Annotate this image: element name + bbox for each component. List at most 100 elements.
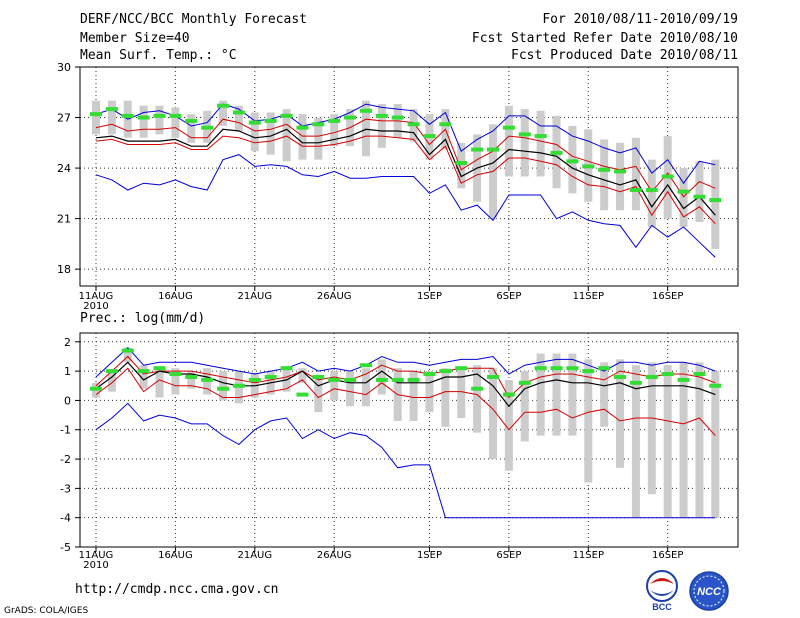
- temp-frame: [79, 66, 739, 287]
- temp-obs-mark: [312, 122, 325, 127]
- temp-ytick-label: 21: [57, 213, 71, 226]
- prec-spread-box: [711, 371, 720, 518]
- prec-line-mean: [95, 361, 716, 408]
- prec-obs-mark: [598, 366, 611, 371]
- temp-ytick-label: 24: [57, 162, 71, 175]
- temp-xtick-label: 16AUG: [158, 291, 193, 302]
- temp-spread-box: [504, 105, 513, 177]
- temp-obs-mark: [471, 147, 484, 152]
- temp-line-max: [95, 103, 716, 185]
- temp-spread-box: [616, 142, 625, 211]
- temp-obs-mark: [582, 164, 595, 169]
- prec-obs-mark: [264, 374, 277, 379]
- temp-spread-box: [330, 114, 339, 147]
- prec-year-label: 2010: [83, 560, 108, 571]
- temp-obs-mark: [344, 115, 357, 120]
- prec-ytick-label: -3: [60, 482, 71, 495]
- temp-spread-box: [536, 110, 545, 177]
- prec-obs-mark: [550, 366, 563, 371]
- temp-obs-mark: [248, 120, 261, 125]
- footer-url: http://cmdp.ncc.cma.gov.cn: [75, 582, 279, 597]
- temp-obs-mark: [423, 134, 436, 139]
- prec-spread-box: [139, 365, 148, 389]
- temp-xtick-label: 11AUG: [79, 291, 114, 302]
- prec-obs-mark: [518, 380, 531, 385]
- prec-ytick-label: 2: [64, 336, 71, 349]
- prec-obs-mark: [280, 366, 293, 371]
- bcc-logo-icon: BCC: [646, 570, 678, 612]
- prec-spread-box: [647, 362, 656, 495]
- prec-obs-mark: [359, 363, 372, 368]
- temp-ytick-label: 18: [57, 263, 71, 276]
- prec-xtick-label: 26AUG: [317, 550, 352, 561]
- prec-obs-mark: [344, 377, 357, 382]
- prec-spread-box: [504, 379, 513, 471]
- prec-obs-mark: [677, 377, 690, 382]
- prec-obs-mark: [629, 380, 642, 385]
- prec-spread-box: [679, 362, 688, 518]
- prec-obs-mark: [217, 386, 230, 391]
- prec-obs-mark: [137, 369, 150, 374]
- prec-obs-mark: [232, 383, 245, 388]
- temp-obs-mark: [185, 118, 198, 123]
- prec-spread-box: [377, 359, 386, 395]
- prec-spread-box: [473, 365, 482, 433]
- temp-line-upper: [95, 118, 716, 198]
- prec-obs-mark: [614, 374, 627, 379]
- prec-obs-mark: [248, 377, 261, 382]
- temp-spread-box: [266, 112, 275, 155]
- prec-ytick-label: -5: [60, 541, 71, 554]
- prec-spread-box: [520, 371, 529, 442]
- prec-title: Prec.: log(mm/d): [80, 311, 205, 326]
- temp-obs-mark: [375, 113, 388, 118]
- header-produced-date: Fcst Produced Date 2010/08/11: [511, 48, 738, 63]
- temp-obs-mark: [280, 113, 293, 118]
- prec-obs-mark: [105, 369, 118, 374]
- prec-spread-box: [568, 353, 577, 436]
- temp-obs-mark: [614, 169, 627, 174]
- temp-obs-mark: [487, 147, 499, 152]
- prec-line-max: [95, 346, 716, 378]
- prec-ytick-label: 1: [64, 365, 71, 378]
- temp-obs-mark: [709, 198, 722, 203]
- prec-ytick-label: -2: [60, 453, 71, 466]
- prec-spread-box: [298, 368, 307, 383]
- prec-obs-mark: [407, 377, 420, 382]
- temp-obs-mark: [90, 112, 102, 117]
- prec-spread-box: [600, 362, 609, 427]
- prec-obs-mark: [502, 392, 515, 397]
- temp-spread-box: [219, 100, 228, 126]
- prec-obs-mark: [90, 386, 102, 391]
- prec-line-min: [95, 402, 716, 519]
- prec-spread-box: [489, 368, 497, 460]
- prec-spread-box: [663, 365, 672, 518]
- prec-obs-mark: [391, 377, 404, 382]
- temp-obs-mark: [661, 174, 674, 179]
- temp-spread-box: [695, 161, 704, 222]
- temp-spread-box: [600, 139, 609, 211]
- prec-obs-mark: [169, 372, 182, 377]
- bcc-logo-text: BCC: [652, 602, 672, 612]
- temp-obs-mark: [296, 125, 309, 130]
- temp-obs-mark: [439, 122, 452, 127]
- temp-ytick-label: 30: [57, 61, 71, 74]
- temp-obs-mark: [169, 113, 182, 118]
- prec-spread-box: [219, 371, 228, 401]
- temp-obs-mark: [359, 108, 372, 113]
- temp-spread-box: [314, 117, 323, 160]
- temp-xtick-label: 26AUG: [317, 291, 352, 302]
- prec-spread-box: [441, 368, 450, 427]
- prec-line-upper: [95, 355, 716, 399]
- prec-spread-box: [314, 376, 323, 413]
- prec-ytick-label: 0: [64, 394, 71, 407]
- prec-xtick-label: 11AUG: [79, 550, 114, 561]
- prec-obs-mark: [312, 374, 325, 379]
- prec-obs-mark: [153, 366, 166, 371]
- temp-line-mean: [95, 128, 716, 216]
- temp-obs-mark: [566, 159, 579, 164]
- temp-spread-box: [107, 100, 116, 135]
- grads-credit: GrADS: COLA/IGES: [4, 606, 89, 616]
- prec-obs-mark: [121, 348, 134, 353]
- temp-obs-mark: [217, 103, 230, 108]
- temp-obs-mark: [121, 113, 134, 118]
